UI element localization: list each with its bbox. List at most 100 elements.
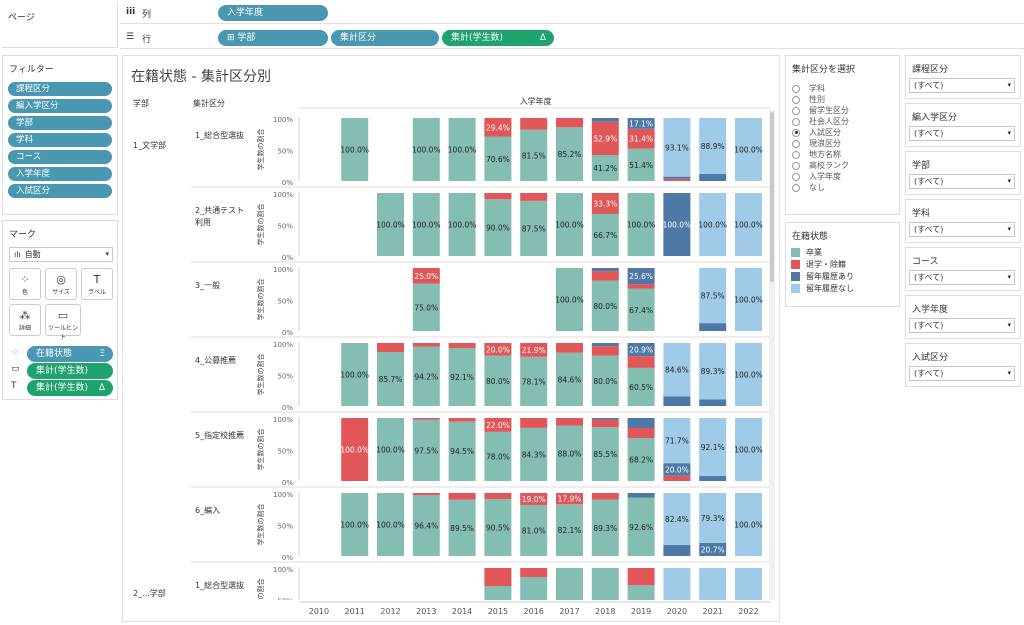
bar-segment[interactable] xyxy=(735,418,762,481)
quick-filter-dropdown[interactable]: (すべて) ▾ xyxy=(909,222,1015,237)
filter-pill[interactable]: 学部 xyxy=(8,116,112,130)
bar-segment[interactable] xyxy=(412,419,440,481)
bar-segment[interactable] xyxy=(556,343,583,353)
bar-segment[interactable] xyxy=(484,418,512,432)
bar-segment[interactable] xyxy=(663,176,691,179)
legend-item[interactable]: 卒業 xyxy=(791,246,899,258)
bar-segment[interactable] xyxy=(591,418,619,420)
bar-segment[interactable] xyxy=(484,493,512,499)
bar-segment[interactable] xyxy=(520,129,548,181)
bar-segment[interactable] xyxy=(663,475,691,481)
filter-pill[interactable]: 学科 xyxy=(8,133,112,147)
bar-segment[interactable] xyxy=(341,118,369,181)
quick-filter-dropdown[interactable]: (すべて) ▾ xyxy=(909,366,1015,381)
quick-filter-dropdown[interactable]: (すべて) ▾ xyxy=(909,126,1015,141)
bar-segment[interactable] xyxy=(412,346,440,406)
quick-filter-dropdown[interactable]: (すべて) ▾ xyxy=(909,270,1015,285)
bar-segment[interactable] xyxy=(627,193,655,256)
bar-segment[interactable] xyxy=(591,427,619,481)
bar-segment[interactable] xyxy=(484,431,512,481)
parameter-option[interactable]: 入学年度 xyxy=(792,171,899,182)
bar-segment[interactable] xyxy=(591,280,619,331)
bar-segment[interactable] xyxy=(520,193,548,201)
bar-segment[interactable] xyxy=(484,199,512,256)
pages-shelf[interactable]: ページ xyxy=(2,2,118,48)
bar-segment[interactable] xyxy=(448,499,476,556)
bar-segment[interactable] xyxy=(627,418,655,429)
bar-segment[interactable] xyxy=(556,352,583,406)
rows-pill-category[interactable]: 集計区分 xyxy=(331,30,439,46)
quick-filter-dropdown[interactable]: (すべて) ▾ xyxy=(909,78,1015,93)
mark-pill-label[interactable]: 集計(学生数) Δ xyxy=(27,380,113,396)
bar-segment[interactable] xyxy=(627,493,655,498)
bar-segment[interactable] xyxy=(412,118,440,181)
bar-segment[interactable] xyxy=(591,355,619,406)
bar-segment[interactable] xyxy=(591,155,619,181)
bottom-mask[interactable] xyxy=(183,600,779,614)
radio-icon[interactable] xyxy=(792,95,800,104)
bar-segment[interactable] xyxy=(735,193,762,256)
bar-segment[interactable] xyxy=(520,343,548,357)
bar-segment[interactable] xyxy=(663,418,691,464)
parameter-option[interactable]: 性別 xyxy=(792,94,899,105)
bar-segment[interactable] xyxy=(520,568,548,578)
bar-segment[interactable] xyxy=(556,418,583,426)
bar-segment[interactable] xyxy=(699,418,727,477)
radio-icon[interactable] xyxy=(792,128,800,137)
radio-icon[interactable] xyxy=(792,161,800,170)
bar-segment[interactable] xyxy=(627,343,655,357)
parameter-option[interactable]: 現浪区分 xyxy=(792,138,899,149)
filter-pill[interactable]: 編入学区分 xyxy=(8,99,112,113)
bar-segment[interactable] xyxy=(412,268,440,284)
bar-segment[interactable] xyxy=(699,193,727,256)
bar-segment[interactable] xyxy=(627,128,655,149)
bar-segment[interactable] xyxy=(591,193,619,214)
bar-segment[interactable] xyxy=(627,356,655,368)
bar-segment[interactable] xyxy=(556,493,583,505)
chart-svg[interactable]: 学部 集計区分 入学年度 1_文学部 2_...学部 1_総合型選抜 100% 50% 0% 学生… xyxy=(123,94,779,614)
bar-segment[interactable] xyxy=(412,193,440,256)
size-button[interactable]: ◎ サイズ xyxy=(45,268,77,300)
bar-segment[interactable] xyxy=(520,504,548,556)
bar-segment[interactable] xyxy=(627,497,655,556)
bar-segment[interactable] xyxy=(484,343,512,356)
bar-segment[interactable] xyxy=(699,343,727,400)
legend-item[interactable]: 退学・除籍 xyxy=(791,258,899,270)
bar-segment[interactable] xyxy=(627,268,655,285)
parameter-option[interactable]: なし xyxy=(792,182,899,193)
bar-segment[interactable] xyxy=(556,268,583,331)
bar-segment[interactable] xyxy=(520,200,548,256)
bar-segment[interactable] xyxy=(377,352,404,406)
bar-segment[interactable] xyxy=(663,193,691,256)
parameter-option[interactable]: 地方名称 xyxy=(792,149,899,160)
bar-segment[interactable] xyxy=(627,438,655,481)
bar-segment[interactable] xyxy=(412,418,440,420)
bar-segment[interactable] xyxy=(627,284,655,289)
bar-segment[interactable] xyxy=(591,268,619,272)
bar-segment[interactable] xyxy=(377,343,404,353)
bar-segment[interactable] xyxy=(556,118,583,128)
bar-segment[interactable] xyxy=(484,193,512,200)
bar-segment[interactable] xyxy=(412,343,440,347)
bar-segment[interactable] xyxy=(591,343,619,347)
bar-segment[interactable] xyxy=(627,148,655,181)
parameter-option[interactable]: 高校ランク xyxy=(792,160,899,171)
rows-pill-faculty[interactable]: ⊞ 学部 xyxy=(218,30,328,46)
parameter-option[interactable]: 学科 xyxy=(792,83,899,94)
bar-segment[interactable] xyxy=(591,499,619,556)
filter-pill[interactable]: コース xyxy=(8,150,112,164)
bar-segment[interactable] xyxy=(591,213,619,256)
bar-segment[interactable] xyxy=(591,493,619,500)
bar-segment[interactable] xyxy=(663,396,691,406)
parameter-option[interactable]: 社会人区分 xyxy=(792,116,899,127)
bar-segment[interactable] xyxy=(484,118,512,137)
label-button[interactable]: T ラベル xyxy=(81,268,113,300)
bar-segment[interactable] xyxy=(735,493,762,556)
color-button[interactable]: ⁘ 色 xyxy=(9,268,41,300)
bar-segment[interactable] xyxy=(591,346,619,356)
bar-segment[interactable] xyxy=(735,343,762,406)
bar-segment[interactable] xyxy=(520,427,548,481)
mark-pill-tooltip[interactable]: 集計(学生数) xyxy=(27,363,113,379)
filter-pill[interactable]: 入学年度 xyxy=(8,167,112,181)
bar-segment[interactable] xyxy=(484,568,512,587)
